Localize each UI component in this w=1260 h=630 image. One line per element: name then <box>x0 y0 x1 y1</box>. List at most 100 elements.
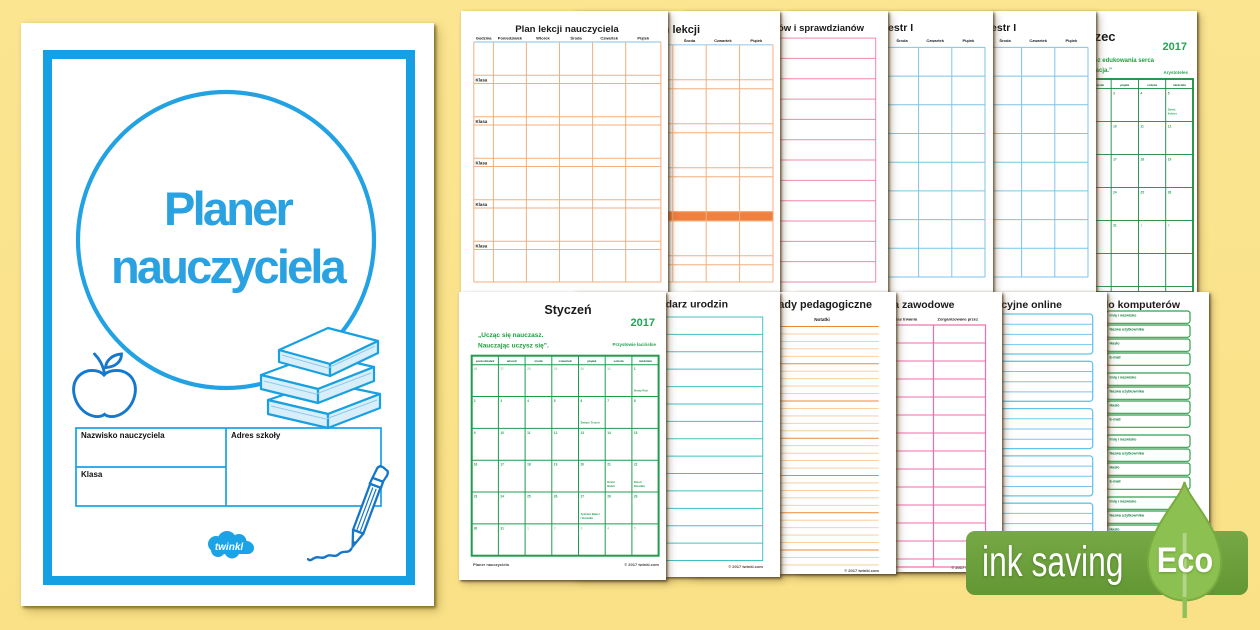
svg-text:piątek: piątek <box>1120 83 1129 87</box>
svg-text:© 2017 twinkl.com: © 2017 twinkl.com <box>728 564 763 569</box>
svg-text:2017: 2017 <box>631 317 655 329</box>
svg-text:Imię i nazwisko: Imię i nazwisko <box>1110 438 1138 442</box>
svg-text:13: 13 <box>581 431 585 435</box>
svg-text:8: 8 <box>634 399 636 403</box>
svg-text:Klasa: Klasa <box>476 161 488 166</box>
svg-text:26: 26 <box>1168 190 1172 194</box>
svg-text:Środa: Środa <box>684 38 696 43</box>
svg-text:twinkl: twinkl <box>215 542 244 553</box>
svg-text:„Ucząc się nauczasz.: „Ucząc się nauczasz. <box>478 332 544 339</box>
svg-text:5: 5 <box>1168 91 1170 95</box>
svg-text:Nowy Rok: Nowy Rok <box>634 389 648 393</box>
svg-text:26: 26 <box>554 495 558 499</box>
svg-text:Piątek: Piątek <box>1066 38 1079 43</box>
svg-text:22: 22 <box>634 463 638 467</box>
svg-text:© 2017 twinkl.com: © 2017 twinkl.com <box>624 562 659 567</box>
svg-text:25: 25 <box>527 495 531 499</box>
svg-text:Dzień: Dzień <box>1168 108 1176 112</box>
svg-text:Arystoteles: Arystoteles <box>1163 70 1188 75</box>
svg-text:31: 31 <box>500 526 504 530</box>
svg-text:Piątek: Piątek <box>963 38 976 43</box>
svg-text:18: 18 <box>527 463 531 467</box>
svg-text:Nazwisko nauczyciela: Nazwisko nauczyciela <box>81 431 165 440</box>
svg-text:Kalendarz testów i sprawdzianó: Kalendarz testów i sprawdzianów <box>713 23 865 34</box>
svg-text:Hasło: Hasło <box>1110 528 1121 532</box>
svg-text:Klasa: Klasa <box>476 119 488 124</box>
svg-text:Klasa: Klasa <box>81 470 103 479</box>
svg-text:23: 23 <box>474 495 478 499</box>
svg-text:10: 10 <box>500 431 504 435</box>
svg-text:7: 7 <box>607 399 609 403</box>
svg-text:1: 1 <box>1140 223 1142 227</box>
svg-text:31: 31 <box>607 367 611 371</box>
svg-text:19: 19 <box>554 463 558 467</box>
svg-text:Planer nauczyciela: Planer nauczyciela <box>473 562 510 567</box>
svg-text:11: 11 <box>1140 124 1144 128</box>
svg-text:10: 10 <box>1113 124 1117 128</box>
svg-text:30: 30 <box>474 526 478 530</box>
svg-text:Imię i nazwisko: Imię i nazwisko <box>1110 314 1138 318</box>
svg-text:2: 2 <box>474 399 476 403</box>
svg-text:5: 5 <box>634 526 636 530</box>
svg-text:5: 5 <box>554 399 556 403</box>
svg-text:Hasło: Hasło <box>1110 404 1121 408</box>
svg-text:Klasa: Klasa <box>476 202 488 207</box>
svg-text:Hasło: Hasło <box>1110 342 1121 346</box>
svg-text:27: 27 <box>581 495 585 499</box>
svg-text:9: 9 <box>474 431 476 435</box>
svg-text:E-mail: E-mail <box>1110 418 1121 422</box>
svg-text:29: 29 <box>634 495 638 499</box>
svg-text:Nauczając uczysz się”.: Nauczając uczysz się”. <box>478 343 549 350</box>
svg-text:1: 1 <box>634 367 636 371</box>
svg-text:Plan lekcji nauczyciela: Plan lekcji nauczyciela <box>515 24 619 35</box>
svg-text:Imię i nazwisko: Imię i nazwisko <box>1110 500 1138 504</box>
svg-text:Babci: Babci <box>607 484 615 488</box>
svg-text:Czwartek: Czwartek <box>1029 38 1047 43</box>
svg-text:2: 2 <box>1168 223 1170 227</box>
svg-text:2017: 2017 <box>1163 41 1187 53</box>
svg-text:4: 4 <box>1140 91 1142 95</box>
svg-text:Dzień: Dzień <box>607 480 615 484</box>
svg-text:niedziela: niedziela <box>1173 83 1186 87</box>
svg-text:Wtorek: Wtorek <box>536 36 550 41</box>
svg-text:sobota: sobota <box>1147 83 1157 87</box>
svg-text:Poniedziałek: Poniedziałek <box>498 36 523 41</box>
svg-text:12: 12 <box>1168 124 1172 128</box>
svg-text:Czwartek: Czwartek <box>714 38 732 43</box>
svg-text:Tydzień Babci: Tydzień Babci <box>581 512 600 516</box>
svg-text:Piątek: Piątek <box>750 38 763 43</box>
svg-text:Środa: Środa <box>896 38 908 43</box>
svg-text:Czwartek: Czwartek <box>926 38 944 43</box>
svg-text:28: 28 <box>607 495 611 499</box>
svg-text:piątek: piątek <box>587 359 596 363</box>
svg-text:19: 19 <box>1168 157 1172 161</box>
svg-text:4: 4 <box>607 526 609 530</box>
svg-text:31: 31 <box>1113 223 1117 227</box>
svg-text:11: 11 <box>527 431 531 435</box>
svg-text:14: 14 <box>607 431 611 435</box>
svg-text:Notatki: Notatki <box>814 317 830 322</box>
svg-text:3: 3 <box>500 399 502 403</box>
svg-text:© 2017 twinkl.com: © 2017 twinkl.com <box>844 568 879 573</box>
svg-text:29: 29 <box>554 367 558 371</box>
svg-text:Czas trwania: Czas trwania <box>892 317 917 322</box>
svg-text:3: 3 <box>581 526 583 530</box>
svg-text:Hasło: Hasło <box>1110 466 1121 470</box>
svg-text:Święto Trzech: Święto Trzech <box>581 419 601 424</box>
svg-text:24: 24 <box>1113 190 1117 194</box>
svg-text:Środa: Środa <box>999 38 1011 43</box>
svg-text:i Dziadka: i Dziadka <box>581 516 594 520</box>
svg-text:czwartek: czwartek <box>559 359 572 363</box>
svg-text:1: 1 <box>527 526 529 530</box>
svg-text:Nazwa użytkownika: Nazwa użytkownika <box>1110 452 1145 456</box>
svg-text:25: 25 <box>1140 190 1144 194</box>
svg-text:Nazwa użytkownika: Nazwa użytkownika <box>1110 514 1145 518</box>
svg-text:4: 4 <box>527 399 529 403</box>
svg-text:Czwartek: Czwartek <box>600 36 618 41</box>
svg-text:Nazwa użytkownika: Nazwa użytkownika <box>1110 328 1145 332</box>
svg-text:poniedziałek: poniedziałek <box>476 359 495 363</box>
svg-text:sobota: sobota <box>613 359 623 363</box>
svg-text:26: 26 <box>474 367 478 371</box>
svg-text:Dziadka: Dziadka <box>634 484 645 488</box>
svg-text:czwartek: czwartek <box>1091 83 1104 87</box>
